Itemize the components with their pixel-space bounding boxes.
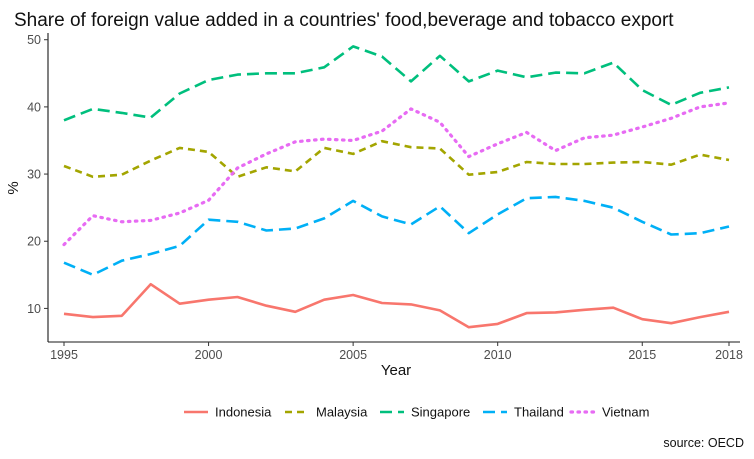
y-tick-label: 50 bbox=[27, 33, 41, 47]
series-line-malaysia bbox=[63, 139, 730, 179]
legend-label-malaysia: Malaysia bbox=[316, 405, 368, 420]
y-tick-label: 10 bbox=[27, 302, 41, 316]
legend-label-indonesia: Indonesia bbox=[215, 405, 272, 420]
series-line-singapore bbox=[63, 45, 730, 122]
legend-label-singapore: Singapore bbox=[411, 405, 470, 420]
series-line-indonesia bbox=[63, 282, 730, 329]
x-tick-label: 2015 bbox=[628, 348, 656, 362]
plot-area bbox=[62, 45, 731, 329]
chart-title: Share of foreign value added in a countr… bbox=[14, 10, 674, 31]
source-caption: source: OECD bbox=[663, 436, 744, 450]
x-tick-label: 1995 bbox=[50, 348, 78, 362]
y-tick-label: 40 bbox=[27, 100, 41, 114]
x-tick-label: 2005 bbox=[339, 348, 367, 362]
legend-label-vietnam: Vietnam bbox=[602, 405, 649, 420]
x-tick-label: 2010 bbox=[484, 348, 512, 362]
series-line-vietnam bbox=[62, 101, 731, 247]
x-axis: 1995 2000 2005 2010 2015 2018 bbox=[48, 341, 743, 362]
y-axis-title: % bbox=[5, 181, 22, 194]
series-line-thailand bbox=[63, 195, 730, 277]
legend-label-thailand: Thailand bbox=[514, 405, 564, 420]
y-tick-label: 20 bbox=[27, 235, 41, 249]
y-axis: 10 20 30 40 50 bbox=[27, 33, 49, 342]
x-tick-label: 2000 bbox=[195, 348, 223, 362]
x-tick-label: 2018 bbox=[715, 348, 743, 362]
legend: Indonesia Malaysia Singapore Thailand Vietna… bbox=[184, 405, 649, 420]
x-axis-title: Year bbox=[381, 362, 411, 379]
y-tick-label: 30 bbox=[27, 168, 41, 182]
